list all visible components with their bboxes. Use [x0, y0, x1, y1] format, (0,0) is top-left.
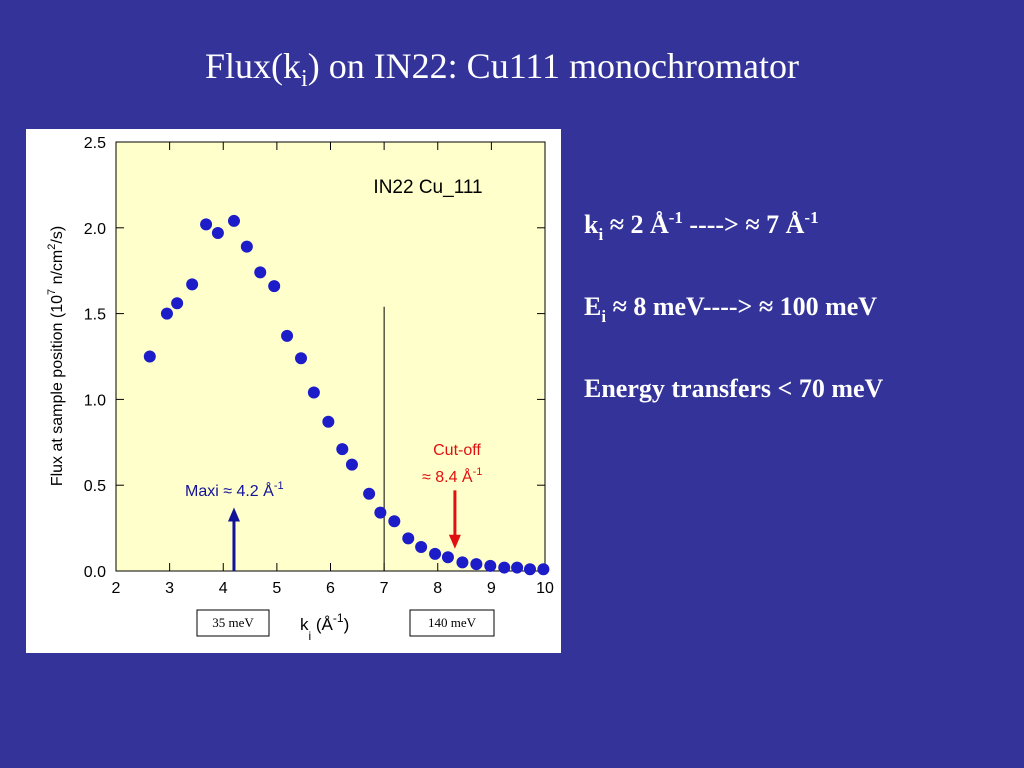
data-point	[523, 563, 536, 576]
data-point	[254, 266, 267, 279]
data-point	[345, 458, 358, 471]
note: Ei ≈ 8 meV----> ≈ 100 meV	[584, 292, 877, 326]
data-point	[402, 532, 415, 545]
x-tick-label: 4	[219, 580, 228, 597]
data-point	[498, 561, 511, 574]
title-text: ) on IN22: Cu111 monochromator	[308, 46, 799, 86]
t: )	[344, 615, 350, 634]
box	[196, 609, 270, 637]
data-point	[171, 297, 184, 310]
data-point	[295, 352, 308, 365]
y-tick-label: 0.5	[84, 478, 106, 495]
data-point	[200, 218, 213, 231]
sup: -1	[333, 611, 344, 625]
data-point	[537, 563, 550, 576]
data-point	[160, 307, 173, 320]
x-tick-label: 2	[112, 580, 121, 597]
title-text: Flux(k	[205, 46, 301, 86]
box-label: 140 meV	[428, 615, 477, 630]
t: k	[584, 210, 599, 239]
arrow-head	[448, 534, 461, 549]
y-axis-label: Flux at sample position (107 n/cm2/s)	[46, 226, 66, 486]
y-tick-label: 2.0	[84, 221, 106, 238]
t: n/cm	[49, 250, 66, 289]
data-point	[415, 540, 428, 553]
data-point	[307, 386, 320, 399]
arrow-head	[227, 507, 240, 522]
slide-title: Flux(ki) on IN22: Cu111 monochromator	[205, 46, 799, 92]
data-point	[484, 559, 497, 572]
annotation: Cut-off	[433, 442, 481, 459]
sup: 2	[46, 244, 58, 250]
t: k	[300, 615, 309, 634]
annotation: Maxi ≈ 4.2 Å-1	[185, 480, 284, 500]
x-tick-label: 10	[536, 580, 554, 597]
data-point	[441, 551, 454, 564]
sub: i	[309, 629, 312, 643]
x-tick-label: 5	[272, 580, 281, 597]
data-point	[363, 487, 376, 500]
sup: -1	[669, 208, 683, 227]
data-point	[470, 558, 483, 571]
notes: ki ≈ 2 Å-1 ----> ≈ 7 Å-1 Ei ≈ 8 meV---->…	[584, 208, 884, 403]
data-point	[336, 443, 349, 456]
y-tick-label: 1.0	[84, 392, 106, 409]
data-point	[186, 278, 199, 291]
data-point	[388, 515, 401, 528]
data-point	[211, 226, 224, 239]
t: ----> ≈ 7 Å	[683, 210, 805, 239]
y-tick-label: 0.0	[84, 564, 106, 581]
note: ki ≈ 2 Å-1 ----> ≈ 7 Å-1	[584, 208, 819, 244]
t: (Å	[311, 615, 333, 634]
sub: i	[601, 307, 606, 326]
data-point	[322, 415, 335, 428]
sup: -1	[804, 208, 818, 227]
data-point	[240, 240, 253, 253]
x-axis-label: ki (Å-1)	[300, 611, 349, 643]
t: ≈ 2 Å	[603, 210, 669, 239]
sub: i	[598, 225, 603, 244]
x-tick-label: 3	[165, 580, 174, 597]
data-point	[268, 280, 281, 293]
title-sub: i	[301, 66, 308, 92]
t: Flux at sample position (10	[49, 295, 66, 486]
plot-area	[115, 141, 546, 572]
x-tick-label: 9	[487, 580, 496, 597]
box	[409, 609, 495, 637]
box-label: 35 meV	[212, 615, 254, 630]
t: ≈ 8.4 Å	[422, 467, 473, 486]
t: ≈ 8 meV----> ≈ 100 meV	[606, 292, 877, 321]
t: Maxi ≈ 4.2 Å	[185, 481, 274, 500]
y-tick-label: 2.5	[84, 135, 106, 152]
x-tick-label: 7	[380, 580, 389, 597]
data-point	[281, 329, 294, 342]
data-point	[456, 556, 469, 569]
note: Energy transfers < 70 meV	[584, 374, 884, 403]
annotation: ≈ 8.4 Å-1	[422, 466, 482, 486]
sup: 7	[46, 289, 58, 295]
sup: -1	[473, 466, 483, 478]
sup: -1	[274, 480, 284, 492]
inset-title: IN22 Cu_111	[373, 177, 482, 198]
t: /s)	[49, 226, 66, 244]
data-point	[143, 350, 156, 363]
x-tick-label: 6	[326, 580, 335, 597]
data-point	[511, 561, 524, 574]
data-point	[429, 547, 442, 560]
y-tick-label: 1.5	[84, 307, 106, 324]
t: E	[584, 292, 601, 321]
x-tick-label: 8	[433, 580, 442, 597]
data-point	[374, 506, 387, 519]
data-point	[227, 214, 240, 227]
